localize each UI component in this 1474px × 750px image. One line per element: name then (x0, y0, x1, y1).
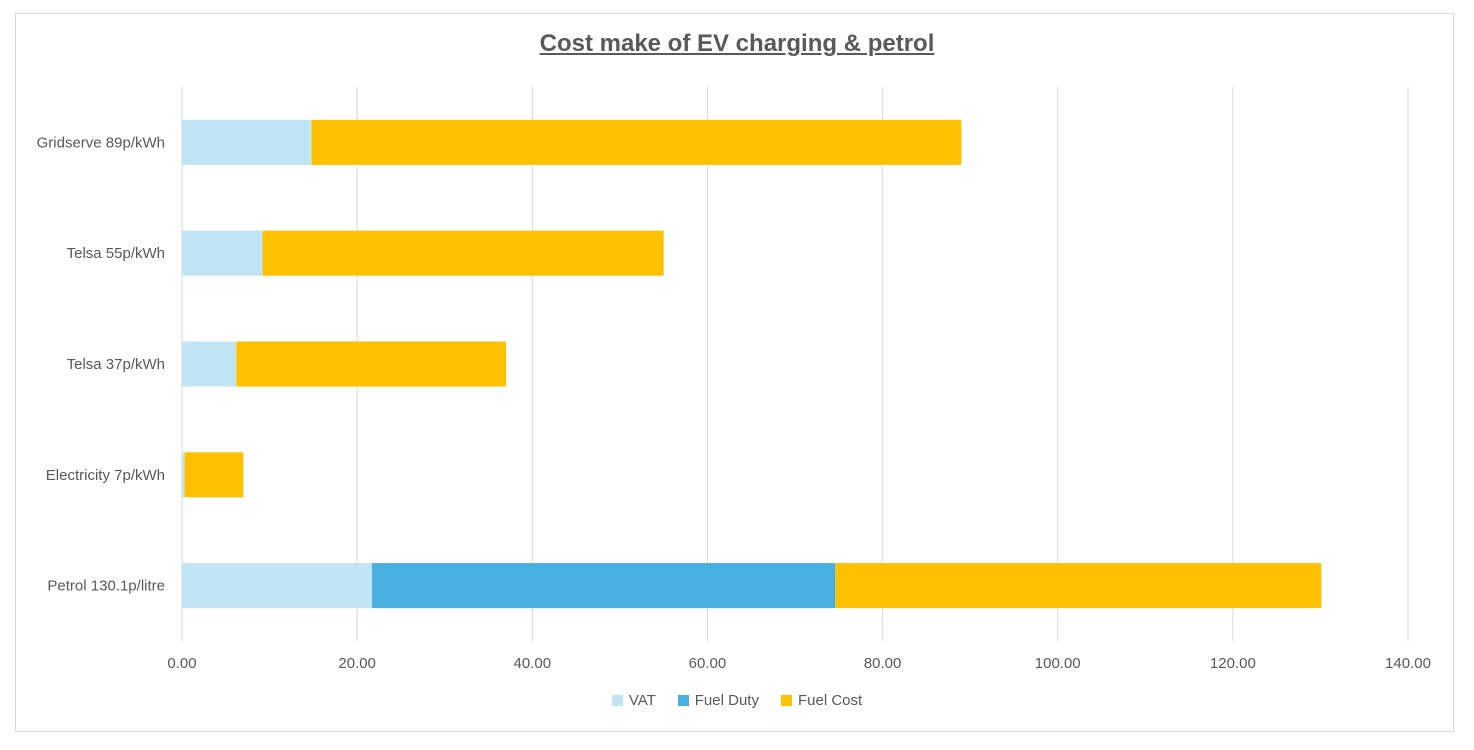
chart-title: Cost make of EV charging & petrol (539, 30, 935, 57)
bars (182, 119, 1322, 609)
legend-label: Fuel Duty (694, 692, 759, 709)
bar-fuel-cost (835, 563, 1322, 609)
y-category-label: Telsa 55p/kWh (67, 245, 165, 262)
x-tick-label: 140.00 (1385, 655, 1431, 672)
legend-item: Fuel Duty (677, 692, 759, 709)
legend-label: VAT (628, 692, 656, 709)
bar-fuel-cost (262, 230, 664, 276)
y-category-label: Telsa 37p/kWh (67, 356, 165, 373)
x-tick-label: 0.00 (167, 655, 196, 672)
x-tick-label: 80.00 (864, 655, 902, 672)
legend-label: Fuel Cost (797, 692, 863, 709)
y-axis-labels: Gridserve 89p/kWh Telsa 55p/kWh Telsa 37p/… (37, 134, 165, 594)
x-tick-label: 100.00 (1035, 655, 1081, 672)
bar-vat (182, 452, 185, 498)
gridlines (181, 87, 1409, 641)
x-tick-label: 60.00 (689, 655, 727, 672)
bar-vat (182, 119, 312, 165)
legend-item: VAT (611, 692, 656, 709)
legend-swatch (611, 695, 623, 706)
bar-fuel-cost (184, 452, 244, 498)
bar-vat (182, 230, 263, 276)
bar-vat (182, 341, 237, 387)
legend-swatch (677, 695, 689, 706)
legend-item: Fuel Cost (780, 692, 863, 709)
legend-swatch (780, 695, 792, 706)
x-axis-labels: 0.00 20.00 40.00 60.00 80.00 100.00 120.00 140.… (167, 655, 1431, 672)
bar-vat (182, 563, 373, 609)
x-tick-label: 20.00 (338, 655, 376, 672)
y-category-label: Electricity 7p/kWh (46, 467, 165, 484)
bar-fuel-duty (372, 563, 836, 609)
x-tick-label: 120.00 (1210, 655, 1256, 672)
bar-fuel-cost (236, 341, 507, 387)
y-category-label: Petrol 130.1p/litre (47, 578, 165, 595)
x-tick-label: 40.00 (514, 655, 552, 672)
y-category-label: Gridserve 89p/kWh (37, 134, 165, 151)
legend: VAT Fuel Duty Fuel Cost (0, 692, 1474, 709)
bar-fuel-cost (311, 119, 962, 165)
